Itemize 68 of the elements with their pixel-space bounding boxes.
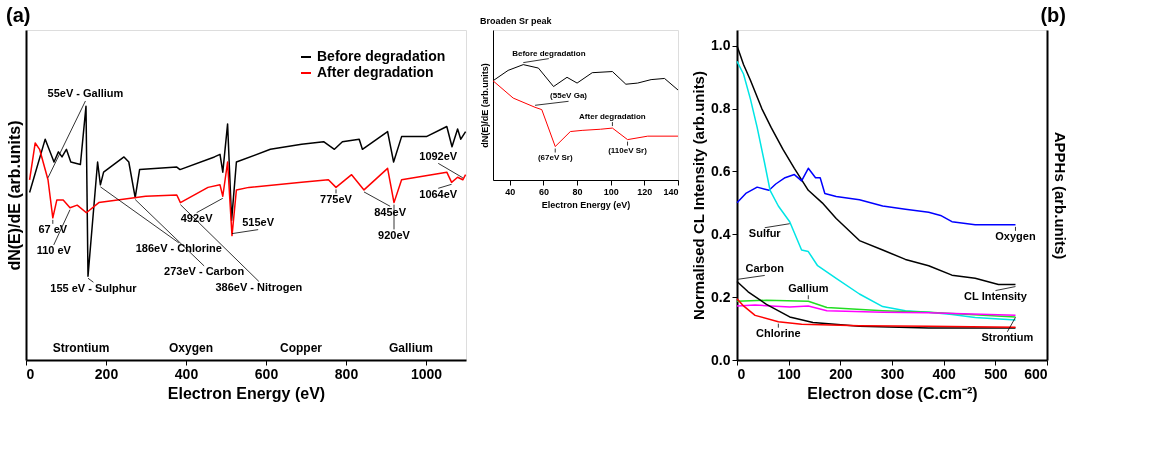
annotation: (67eV Sr) <box>537 152 573 162</box>
annotation: 845eV <box>374 205 407 218</box>
annotation: 55eV - Gallium <box>47 87 124 100</box>
annotation: 775eV <box>320 192 353 205</box>
y-axis-title: dN(E)/dE (arb.units) <box>479 63 490 148</box>
x-tick-label: 800 <box>334 365 359 382</box>
x-tick-label: 400 <box>174 365 199 382</box>
x-tick-label: 100 <box>603 186 619 197</box>
y-axis-title: dN(E)/dE (arb.units) <box>5 120 23 271</box>
chart-title: Broaden Sr peak <box>480 16 553 26</box>
annotation: 110 eV <box>36 244 72 257</box>
x-tick-label: 400 <box>932 365 957 382</box>
annotation: 386eV - Nitrogen <box>215 280 303 293</box>
annotation: Strontium <box>981 331 1034 344</box>
chart-title: (b) <box>1040 4 1066 26</box>
y-tick-label: 0.2 <box>711 288 731 305</box>
x-tick-label: 40 <box>505 186 516 197</box>
x-tick-label: 60 <box>538 186 549 197</box>
y-tick-label: 0.0 <box>711 351 731 368</box>
x-tick-label: 300 <box>880 365 905 382</box>
annotation: 273eV - Carbon <box>164 265 245 278</box>
annotation: Gallium <box>788 281 829 294</box>
x-tick-label: 120 <box>637 186 653 197</box>
y-tick-label: 0.8 <box>711 100 731 117</box>
annotation: 1092eV <box>419 149 458 162</box>
x-tick-label: 140 <box>663 186 679 197</box>
y-tick-label: 0.6 <box>711 162 731 179</box>
x-axis-title: Electron dose (C.cm⁻²) <box>807 384 978 402</box>
annotation: Sulfur <box>748 227 782 240</box>
x-tick-label: 1000 <box>410 365 443 382</box>
annotation: Oxygen <box>168 341 214 355</box>
annotation: Carbon <box>745 261 785 274</box>
x-tick-label: 0 <box>26 365 35 382</box>
x-tick-label: 0 <box>737 365 746 382</box>
annotation: Copper <box>280 341 323 355</box>
annotation: Chlorine <box>756 327 801 340</box>
x-tick-label: 200 <box>829 365 853 382</box>
annotation: Strontium <box>52 341 110 355</box>
line-series <box>736 167 1017 226</box>
x-tick-label: 100 <box>777 365 802 382</box>
line-series <box>736 304 1017 317</box>
x-tick-label: 200 <box>94 365 119 382</box>
annotation: CL Intensity <box>964 290 1028 303</box>
annotation: Before degradation <box>512 48 586 58</box>
annotation: Gallium <box>388 341 434 355</box>
x-tick-label: 600 <box>1024 365 1048 382</box>
annotation: 1064eV <box>419 187 458 200</box>
annotation: (55eV Ga) <box>550 91 588 101</box>
legend-label: After degradation <box>317 64 434 80</box>
chart-title: (a) <box>6 4 31 26</box>
annotation: 515eV <box>242 216 275 229</box>
y-tick-label: 0.4 <box>711 225 731 242</box>
x-tick-label: 500 <box>984 365 1008 382</box>
x-tick-label: 600 <box>254 365 279 382</box>
annotation: 186eV - Chlorine <box>135 242 222 255</box>
x-tick-label: 80 <box>572 186 583 197</box>
y-tick-label: 1.0 <box>711 37 731 54</box>
x-axis-title: Electron Energy (eV) <box>541 199 631 210</box>
y2-axis-title: APPHs (arb.units) <box>1051 131 1069 260</box>
annotation: (110eV Sr) <box>608 145 648 155</box>
annotation: 67 eV <box>38 223 68 236</box>
legend-label: Before degradation <box>317 48 446 64</box>
annotation: After degradation <box>579 112 646 122</box>
annotation: Oxygen <box>995 230 1036 243</box>
x-axis-title: Electron Energy (eV) <box>167 384 326 402</box>
annotation: 920eV <box>378 228 411 241</box>
annotation: 155 eV - Sulphur <box>50 281 138 294</box>
y-axis-title: Normalised CL Intensity (arb.units) <box>690 71 708 320</box>
